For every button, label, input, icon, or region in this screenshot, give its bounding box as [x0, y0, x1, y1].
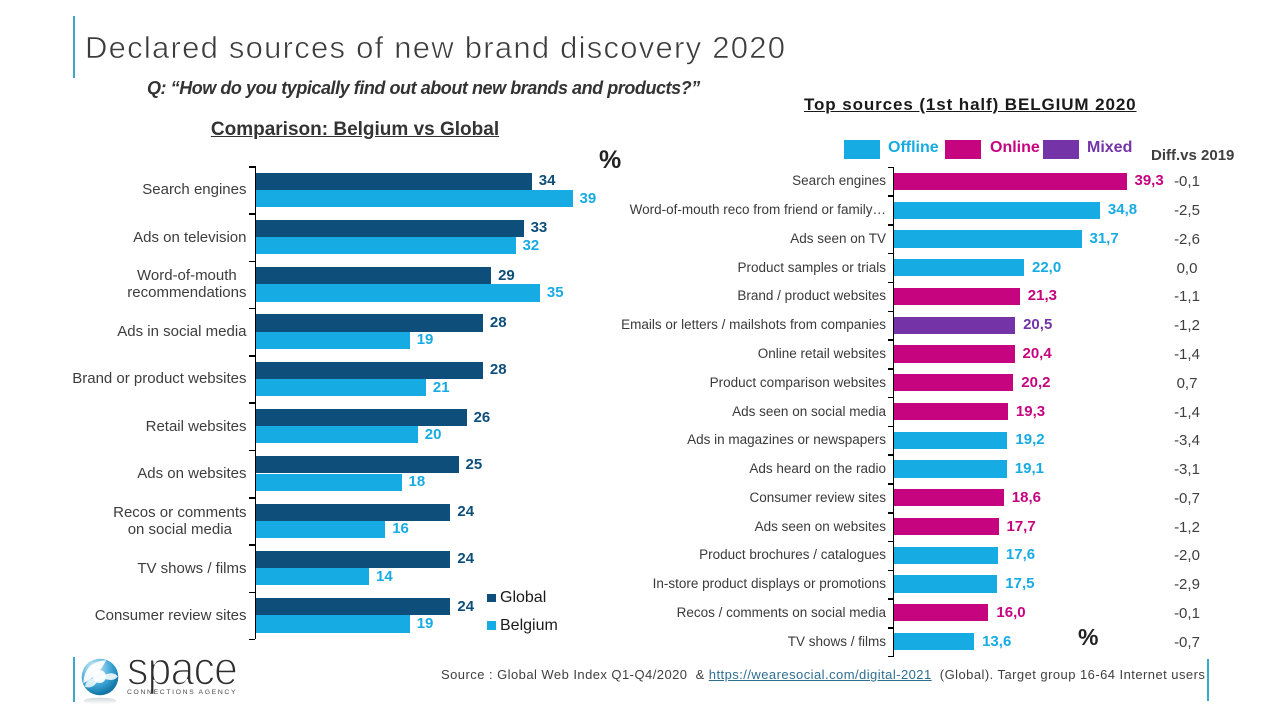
svg-text:space: space: [127, 642, 237, 695]
